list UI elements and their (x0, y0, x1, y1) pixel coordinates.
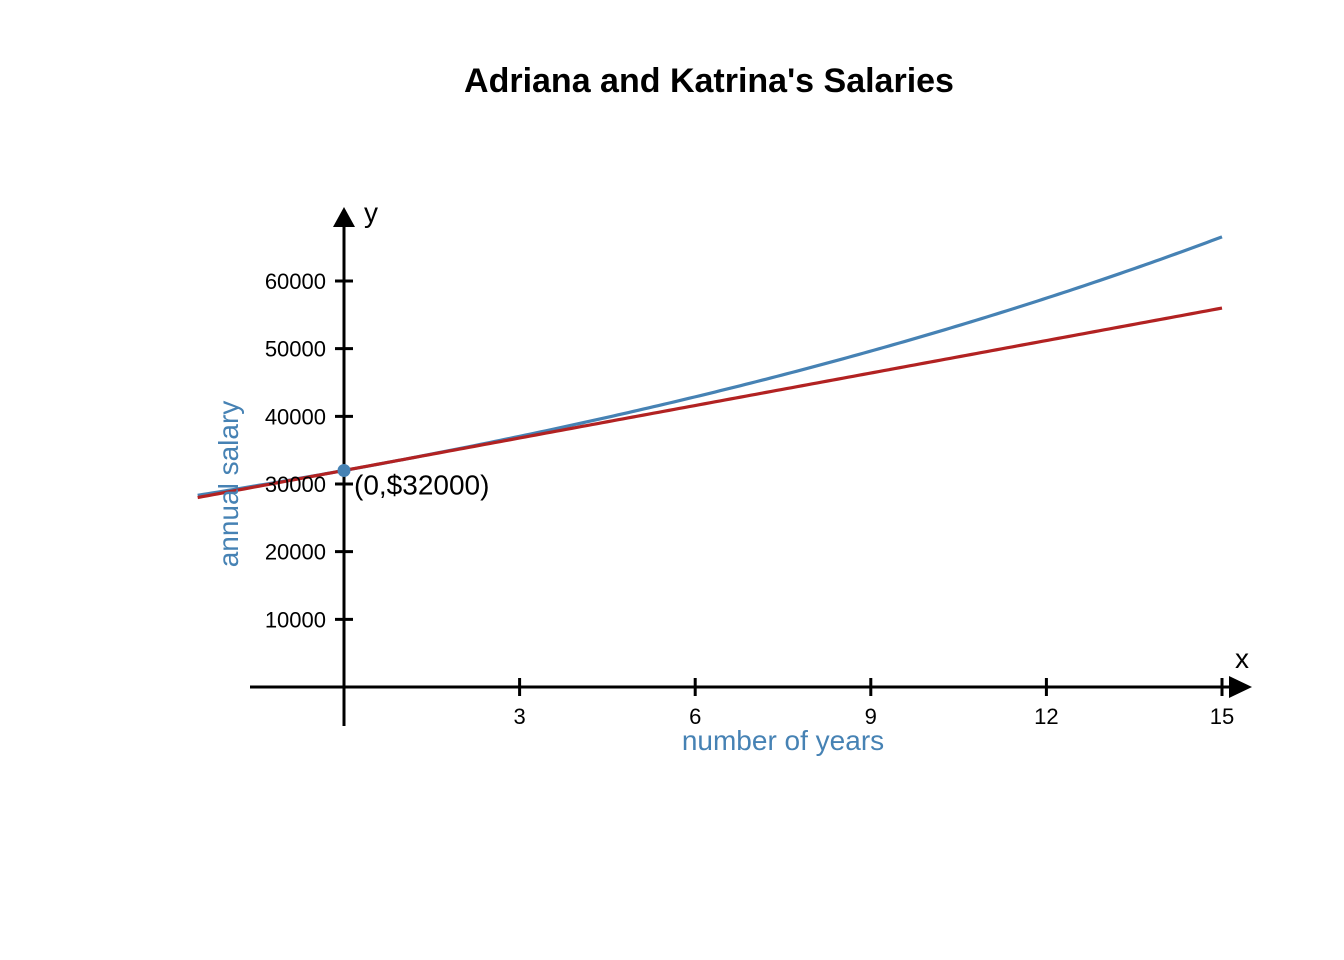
y-axis-title: annual salary (213, 401, 244, 568)
axes (250, 207, 1252, 726)
y-axis-letter: y (364, 197, 378, 228)
y-tick-label: 50000 (265, 337, 326, 362)
data-points (337, 463, 351, 477)
x-tick-label: 15 (1210, 704, 1234, 729)
annotated-point (337, 463, 351, 477)
y-tick-label: 10000 (265, 607, 326, 632)
x-axis-letter: x (1235, 643, 1249, 674)
series-lines (197, 235, 1223, 500)
x-tick-label: 3 (513, 704, 525, 729)
y-tick-label: 40000 (265, 404, 326, 429)
series-line-0 (197, 235, 1223, 497)
y-tick-label: 20000 (265, 540, 326, 565)
x-axis-title: number of years (682, 725, 884, 756)
x-tick-label: 6 (689, 704, 701, 729)
y-tick-label: 30000 (265, 472, 326, 497)
y-axis-arrow (333, 207, 355, 227)
annotations: (0,$32000) (354, 469, 489, 500)
point-annotation: (0,$32000) (354, 469, 489, 500)
x-tick-label: 9 (865, 704, 877, 729)
tick-labels: 3 6 9 12 15 10000 20000 30000 40000 50000 60000 (265, 269, 1234, 729)
x-axis-arrow (1229, 676, 1252, 698)
chart-title: Adriana and Katrina's Salaries (464, 62, 954, 100)
x-tick-label: 12 (1034, 704, 1058, 729)
y-tick-label: 60000 (265, 269, 326, 294)
series-line-1 (197, 306, 1223, 500)
ticks (335, 279, 1224, 696)
